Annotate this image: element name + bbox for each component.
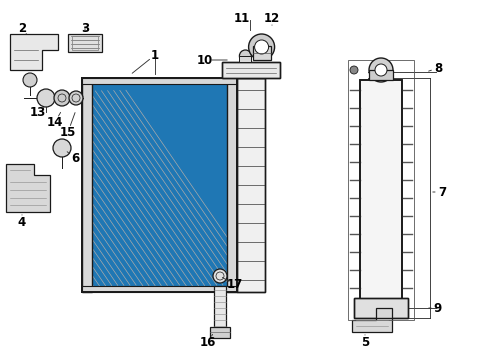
Text: 5: 5 bbox=[361, 336, 369, 348]
Bar bbox=[82, 78, 237, 292]
Bar bbox=[214, 286, 226, 328]
Circle shape bbox=[255, 40, 269, 54]
Polygon shape bbox=[352, 308, 392, 332]
Circle shape bbox=[23, 73, 37, 87]
Bar bbox=[82, 78, 237, 292]
Bar bbox=[222, 62, 280, 78]
Text: 3: 3 bbox=[81, 22, 89, 35]
Polygon shape bbox=[6, 164, 50, 212]
Bar bbox=[369, 70, 393, 80]
Text: 2: 2 bbox=[18, 22, 26, 35]
Bar bbox=[222, 62, 280, 78]
Text: 14: 14 bbox=[47, 116, 63, 129]
Circle shape bbox=[375, 64, 387, 76]
Bar bbox=[360, 80, 402, 300]
Text: 16: 16 bbox=[200, 336, 216, 348]
Circle shape bbox=[53, 139, 71, 157]
Bar bbox=[354, 298, 408, 318]
Bar bbox=[253, 46, 270, 60]
Bar bbox=[82, 78, 237, 84]
Bar bbox=[210, 327, 230, 338]
Bar bbox=[240, 56, 251, 62]
Circle shape bbox=[369, 58, 393, 82]
Bar bbox=[227, 78, 237, 292]
Polygon shape bbox=[68, 34, 102, 52]
Circle shape bbox=[350, 66, 358, 74]
Text: 7: 7 bbox=[438, 185, 446, 198]
Text: 15: 15 bbox=[60, 126, 76, 139]
Circle shape bbox=[213, 269, 227, 283]
Circle shape bbox=[248, 34, 274, 60]
Bar bbox=[92, 84, 227, 286]
Bar bbox=[360, 80, 402, 300]
Bar bbox=[82, 78, 92, 292]
Bar bbox=[237, 78, 265, 292]
Text: 17: 17 bbox=[227, 279, 243, 292]
Circle shape bbox=[69, 91, 83, 105]
Bar bbox=[237, 78, 265, 292]
Text: 13: 13 bbox=[30, 105, 46, 118]
Text: 8: 8 bbox=[434, 62, 442, 75]
Circle shape bbox=[54, 90, 70, 106]
Text: 12: 12 bbox=[264, 12, 280, 24]
Bar bbox=[348, 60, 414, 320]
Circle shape bbox=[37, 89, 55, 107]
Text: 4: 4 bbox=[18, 216, 26, 229]
Bar bbox=[82, 286, 237, 292]
Text: 1: 1 bbox=[151, 49, 159, 62]
Text: 10: 10 bbox=[197, 54, 213, 67]
Polygon shape bbox=[10, 34, 58, 70]
Bar bbox=[354, 298, 408, 318]
Circle shape bbox=[240, 50, 251, 62]
Text: 11: 11 bbox=[234, 12, 250, 24]
Bar bbox=[72, 36, 98, 50]
Text: 6: 6 bbox=[71, 152, 79, 165]
Text: 9: 9 bbox=[434, 302, 442, 315]
